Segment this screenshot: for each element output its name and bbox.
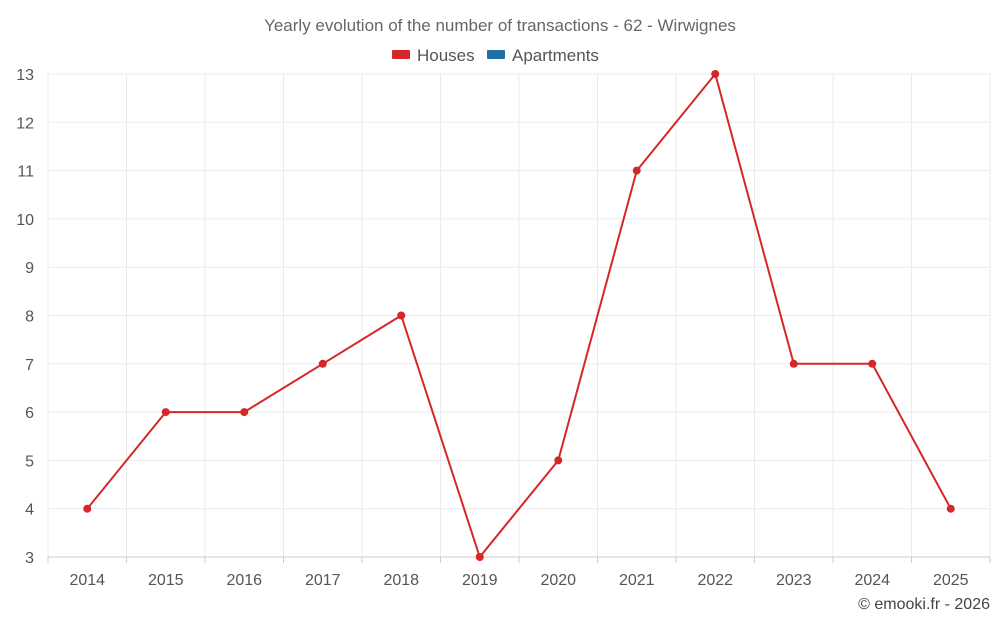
x-tick-label: 2022 (697, 572, 733, 589)
data-point[interactable] (946, 504, 955, 513)
y-tick-label: 4 (25, 502, 34, 519)
data-point[interactable] (161, 408, 170, 417)
y-tick-label: 13 (16, 67, 34, 84)
series (83, 70, 955, 561)
x-tick-label: 2023 (776, 572, 812, 589)
x-tick-label: 2018 (383, 572, 419, 589)
x-axis-ticks: 2014 2015 2016 2017 2018 2019 2020 2021 2022 2023… (69, 572, 968, 589)
data-point[interactable] (83, 504, 92, 513)
legend-label-apartments: Apartments (512, 46, 599, 65)
x-tick-label: 2021 (619, 572, 655, 589)
data-point[interactable] (475, 553, 484, 561)
x-tick-label: 2014 (69, 572, 105, 589)
y-tick-label: 11 (17, 164, 34, 181)
series-line-houses (86, 73, 952, 558)
data-point[interactable] (868, 359, 877, 368)
legend-swatch-apartments (487, 50, 505, 59)
x-tick-label: 2024 (854, 572, 890, 589)
x-tick-label: 2019 (462, 572, 498, 589)
x-tick-label: 2015 (148, 572, 184, 589)
credit-text: © emooki.fr - 2026 (858, 596, 990, 613)
x-tick-label: 2020 (540, 572, 576, 589)
y-tick-label: 5 (25, 453, 34, 470)
y-tick-label: 9 (25, 260, 34, 277)
legend-item-apartments[interactable]: Apartments (487, 46, 599, 65)
legend-swatch-houses (392, 50, 410, 59)
legend-label-houses: Houses (417, 46, 475, 65)
y-tick-label: 3 (25, 550, 34, 567)
x-tick-label: 2025 (933, 572, 969, 589)
legend-item-houses[interactable]: Houses (392, 46, 475, 65)
y-tick-label: 12 (16, 115, 34, 132)
data-point[interactable] (789, 359, 798, 368)
legend: Houses Apartments (392, 46, 599, 65)
y-tick-label: 8 (25, 309, 34, 326)
series-houses (83, 70, 955, 561)
data-point[interactable] (240, 408, 249, 417)
y-tick-label: 10 (16, 212, 34, 229)
data-point[interactable] (554, 456, 563, 465)
grid (47, 73, 991, 558)
x-tick-label: 2017 (305, 572, 341, 589)
axes (47, 556, 991, 563)
y-tick-label: 7 (25, 357, 34, 374)
y-tick-label: 6 (25, 405, 34, 422)
data-point[interactable] (318, 359, 327, 368)
data-point[interactable] (632, 166, 641, 175)
chart-title: Yearly evolution of the number of transa… (264, 16, 736, 35)
x-tick-label: 2016 (226, 572, 262, 589)
data-point[interactable] (711, 70, 720, 78)
data-point[interactable] (397, 311, 406, 320)
y-axis-ticks: 3 4 5 6 7 8 9 10 11 12 13 (16, 67, 34, 567)
